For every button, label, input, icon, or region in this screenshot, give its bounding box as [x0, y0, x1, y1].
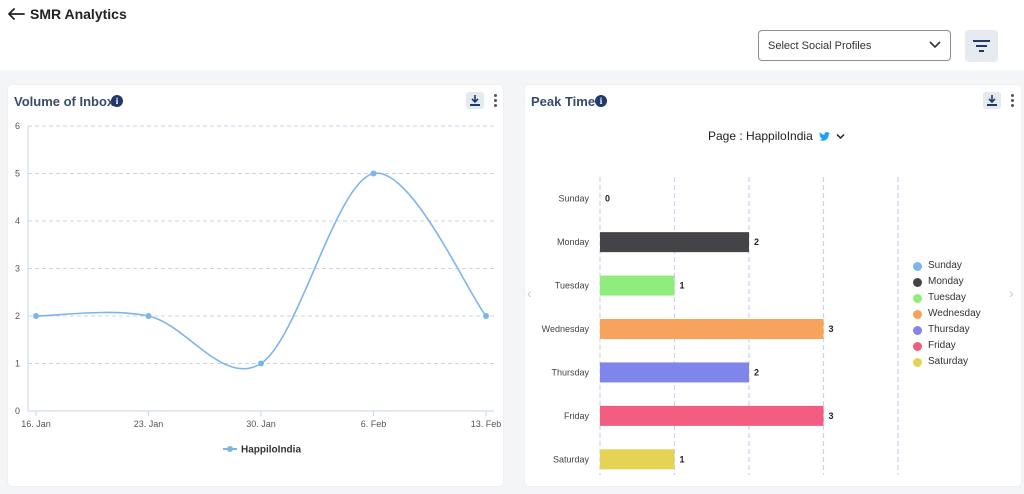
info-icon[interactable]: i — [111, 95, 123, 107]
legend-marker — [913, 294, 922, 303]
more-vertical-icon[interactable] — [492, 93, 498, 109]
chevron-right-icon[interactable]: › — [1009, 285, 1014, 301]
y-tick-label: 4 — [15, 216, 20, 226]
x-tick-label: 13. Feb — [471, 419, 502, 429]
chevron-left-icon[interactable]: ‹ — [527, 285, 532, 301]
x-tick-label: 6. Feb — [361, 419, 387, 429]
x-tick-label: 30. Jan — [246, 419, 276, 429]
category-label: Sunday — [558, 194, 589, 204]
legend-label: Sunday — [928, 260, 962, 271]
page-selector-label: Page : HappiloIndia — [708, 129, 813, 143]
social-profiles-select-label: Select Social Profiles — [768, 40, 872, 52]
chevron-down-icon — [929, 41, 941, 49]
data-label: 3 — [829, 324, 834, 334]
data-point — [483, 313, 489, 319]
filter-button[interactable] — [965, 30, 998, 62]
legend-marker — [913, 262, 922, 271]
data-label: 1 — [680, 281, 685, 291]
category-label: Thursday — [551, 367, 589, 377]
peak-time-legend: Sunday Monday Tuesday Wednesday Thursday Frid… — [913, 258, 981, 370]
y-tick-label: 0 — [15, 406, 20, 416]
legend-label: Saturday — [928, 356, 969, 367]
social-profiles-select[interactable]: Select Social Profiles — [758, 30, 951, 61]
category-label: Saturday — [553, 454, 590, 464]
legend-label: Thursday — [928, 324, 970, 335]
peak-card-title: Peak Time — [531, 94, 596, 109]
legend-item-sunday[interactable]: Sunday — [913, 258, 981, 274]
bar-monday — [600, 232, 749, 253]
y-tick-label: 6 — [15, 121, 20, 131]
data-label: 0 — [605, 194, 610, 204]
legend-marker — [913, 278, 922, 287]
info-icon[interactable]: i — [595, 95, 607, 107]
y-tick-label: 3 — [15, 264, 20, 274]
filter-icon — [973, 40, 990, 52]
chevron-down-icon — [836, 133, 845, 140]
legend-label: Monday — [928, 276, 964, 287]
bar-tuesday — [600, 275, 675, 296]
data-point — [33, 313, 39, 319]
data-label: 2 — [754, 237, 759, 247]
data-point — [258, 360, 264, 367]
bar-wednesday — [600, 319, 824, 339]
series-line-HappiloIndia — [35, 172, 487, 370]
more-vertical-icon[interactable] — [1009, 93, 1015, 109]
page-title: SMR Analytics — [30, 6, 127, 22]
data-point — [370, 170, 377, 177]
peak-time-bar-chart: 01234Sunday0Monday2Tuesday1Wednesday3Thu… — [542, 177, 899, 475]
x-tick-label: 23. Jan — [134, 419, 164, 429]
legend-marker — [913, 358, 922, 367]
volume-of-inbox-card: Volume of Inbox i 0 1 2 3 4 5 6 16. Jan 23. Jan 3… — [8, 85, 503, 486]
data-label: 2 — [754, 367, 759, 377]
legend-label: Friday — [928, 340, 956, 351]
page-selector[interactable]: Page : HappiloIndia — [708, 129, 845, 143]
legend-item-friday[interactable]: Friday — [913, 338, 981, 354]
data-label: 3 — [829, 411, 834, 421]
category-label: Tuesday — [555, 281, 590, 291]
bar-saturday — [600, 449, 675, 470]
category-label: Monday — [557, 237, 590, 247]
data-point — [145, 313, 152, 319]
legend-marker — [913, 310, 922, 319]
bar-friday — [600, 405, 824, 426]
top-bar: SMR Analytics Select Social Profiles — [0, 0, 1024, 70]
legend-label: HappiloIndia — [241, 445, 301, 456]
legend-label: Wednesday — [928, 308, 981, 319]
twitter-icon — [819, 132, 830, 141]
y-tick-label: 1 — [15, 359, 20, 369]
download-icon — [987, 95, 997, 106]
legend-marker — [227, 446, 233, 452]
data-label: 1 — [680, 454, 685, 464]
legend-label: Tuesday — [928, 292, 966, 303]
back-arrow-icon[interactable] — [6, 6, 26, 22]
download-button[interactable] — [983, 92, 1001, 109]
download-button[interactable] — [466, 92, 484, 109]
category-label: Wednesday — [542, 324, 590, 334]
legend-item-thursday[interactable]: Thursday — [913, 322, 981, 338]
legend-item-tuesday[interactable]: Tuesday — [913, 290, 981, 306]
legend-item-saturday[interactable]: Saturday — [913, 354, 981, 370]
y-tick-label: 5 — [15, 169, 20, 179]
volume-line-chart: 0 1 2 3 4 5 6 16. Jan 23. Jan 30. Jan 6. Feb 13. Fe… — [15, 121, 502, 456]
bar-thursday — [600, 362, 749, 383]
download-icon — [470, 95, 480, 106]
y-tick-label: 2 — [15, 311, 20, 321]
legend-marker — [913, 342, 922, 351]
peak-time-card: Peak Time i Page : HappiloIndia ‹ › 0 1 2 3… — [525, 85, 1021, 486]
legend-item-monday[interactable]: Monday — [913, 274, 981, 290]
legend-marker — [913, 326, 922, 335]
legend-item-wednesday[interactable]: Wednesday — [913, 306, 981, 322]
category-label: Friday — [564, 411, 590, 421]
x-tick-label: 16. Jan — [21, 419, 51, 429]
volume-card-title: Volume of Inbox — [14, 94, 115, 109]
